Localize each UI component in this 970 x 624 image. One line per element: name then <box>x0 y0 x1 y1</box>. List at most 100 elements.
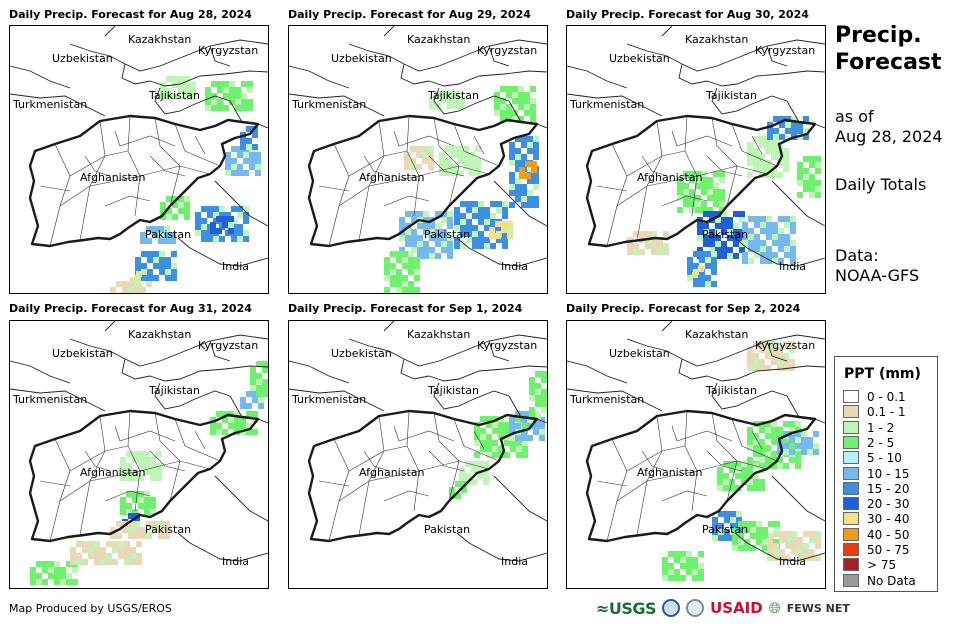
country-border <box>706 365 825 382</box>
country-label-tajikistan: Tajikistan <box>705 384 757 397</box>
precip-area <box>627 231 669 255</box>
country-border <box>428 70 547 87</box>
map-panel-aug-31: Kazakhstan Kyrgyzstan Uzbekistan Tajikistan… <box>9 320 269 589</box>
country-label-kyrgyzstan: Kyrgyzstan <box>477 44 537 57</box>
country-border <box>711 382 800 418</box>
country-label-tajikistan: Tajikistan <box>427 89 479 102</box>
country-label-tajikistan: Tajikistan <box>427 384 479 397</box>
country-label-kazakhstan: Kazakhstan <box>407 328 470 341</box>
country-label-afghanistan: Afghanistan <box>80 171 146 184</box>
country-label-turkmenistan: Turkmenistan <box>291 393 366 406</box>
legend-label: 0 - 0.1 <box>867 390 906 404</box>
legend-label: 20 - 30 <box>867 497 910 512</box>
afghanistan-outline <box>585 409 817 543</box>
country-border <box>348 334 547 367</box>
country-border <box>104 321 116 332</box>
precip-area <box>225 146 261 176</box>
legend-label: 5 - 10 <box>867 451 902 466</box>
province-border <box>428 450 465 472</box>
country-border <box>289 93 385 117</box>
precip-area <box>439 146 481 176</box>
country-label-turkmenistan: Turkmenistan <box>12 393 87 406</box>
precip-area <box>404 146 434 170</box>
province-border <box>328 438 350 542</box>
daily-totals-label: Daily Totals <box>835 175 927 194</box>
precip-area <box>742 216 796 264</box>
province-border <box>428 155 465 177</box>
province-border <box>671 130 733 147</box>
country-label-uzbekistan: Uzbekistan <box>609 347 670 360</box>
country-label-pakistan: Pakistan <box>702 523 748 536</box>
precip-area <box>240 126 258 150</box>
legend-item: 40 - 50 <box>843 527 910 542</box>
country-border <box>10 360 71 384</box>
country-label-pakistan: Pakistan <box>702 228 748 241</box>
country-label-kazakhstan: Kazakhstan <box>128 33 191 46</box>
panel-title: Daily Precip. Forecast for Aug 31, 2024 <box>9 302 252 315</box>
legend-swatch <box>843 527 859 541</box>
map-credit: Map Produced by USGS/EROS <box>9 602 172 615</box>
legend-item: No Data <box>843 573 916 588</box>
map-panel-aug-30: Kazakhstan Kyrgyzstan Uzbekistan Tajikistan… <box>566 25 826 294</box>
country-label-kyrgyzstan: Kyrgyzstan <box>755 339 815 352</box>
country-border <box>177 532 268 562</box>
province-border <box>104 490 151 502</box>
map-panel-sep-1: Kazakhstan Kyrgyzstan Uzbekistan Tajikistan… <box>288 320 548 589</box>
country-label-india: India <box>501 555 528 568</box>
province-border <box>641 155 668 177</box>
province-border <box>154 117 181 207</box>
panel-title: Daily Precip. Forecast for Sep 2, 2024 <box>566 302 801 315</box>
province-border <box>363 155 390 177</box>
precip-area <box>120 491 156 515</box>
country-border <box>567 388 663 412</box>
precip-area <box>210 216 234 234</box>
precip-area <box>494 86 536 122</box>
country-border <box>10 388 106 412</box>
legend-label: No Data <box>867 573 916 588</box>
country-border <box>209 45 231 67</box>
province-border <box>174 418 221 462</box>
precip-area <box>250 361 268 397</box>
legend-swatch <box>843 466 859 480</box>
precip-area <box>692 266 704 278</box>
country-label-turkmenistan: Turkmenistan <box>569 393 644 406</box>
afghanistan-outline <box>585 114 817 248</box>
province-border <box>39 185 71 192</box>
province-border <box>149 155 186 177</box>
legend-swatch <box>843 405 859 419</box>
country-label-kazakhstan: Kazakhstan <box>685 328 748 341</box>
country-border <box>488 45 510 67</box>
province-border <box>626 445 686 472</box>
legend-item: 1 - 2 <box>843 420 894 435</box>
province-border <box>751 430 763 450</box>
legend-item: 50 - 75 <box>843 543 910 557</box>
afghanistan-outline <box>28 409 260 543</box>
legend-item: 10 - 15 <box>843 466 910 481</box>
precip-area <box>110 281 152 293</box>
country-label-afghanistan: Afghanistan <box>359 171 425 184</box>
country-border <box>536 123 547 129</box>
province-border <box>671 425 733 442</box>
country-border <box>177 237 268 267</box>
legend-item: 0.1 - 1 <box>843 405 906 419</box>
country-label-afghanistan: Afghanistan <box>637 171 703 184</box>
province-border <box>348 445 408 472</box>
province-border <box>328 143 350 247</box>
country-border <box>734 237 825 267</box>
country-label-afghanistan: Afghanistan <box>359 466 425 479</box>
province-border <box>453 418 500 462</box>
country-border <box>488 340 510 362</box>
country-border <box>104 26 116 37</box>
province-border <box>596 185 628 192</box>
country-label-india: India <box>779 260 806 273</box>
province-border <box>383 195 430 207</box>
map-canvas: Kazakhstan Kyrgyzstan Uzbekistan Tajikistan… <box>10 321 268 585</box>
province-border <box>338 165 490 207</box>
country-border <box>678 358 708 380</box>
map-canvas: Kazakhstan Kyrgyzstan Uzbekistan Tajikistan… <box>289 26 547 293</box>
province-border <box>194 135 206 155</box>
country-border <box>69 334 268 367</box>
province-border <box>104 195 151 207</box>
province-border <box>616 460 768 502</box>
country-border <box>289 65 350 89</box>
